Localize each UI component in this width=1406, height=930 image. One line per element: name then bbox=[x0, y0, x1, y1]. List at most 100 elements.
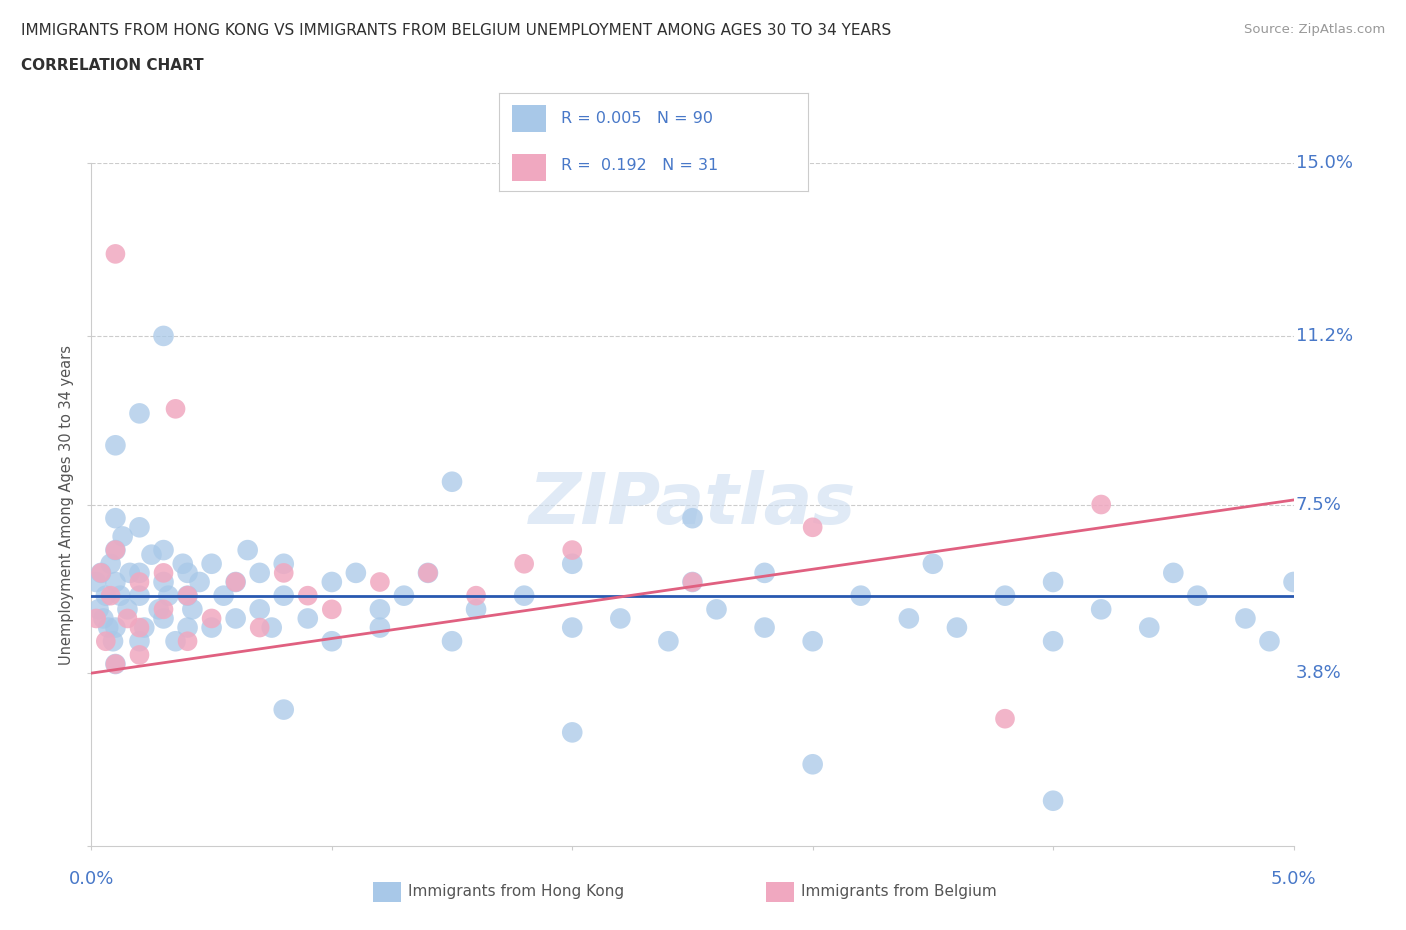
Point bbox=[94, 589, 117, 604]
Point bbox=[273, 589, 295, 604]
Point bbox=[104, 543, 127, 558]
Point bbox=[97, 620, 120, 635]
Point bbox=[134, 620, 156, 635]
Point bbox=[128, 634, 150, 649]
Point bbox=[1042, 634, 1064, 649]
Point bbox=[392, 589, 415, 604]
Text: ZIPatlas: ZIPatlas bbox=[529, 470, 856, 539]
Point bbox=[157, 589, 180, 604]
Point bbox=[561, 556, 583, 571]
Point bbox=[93, 611, 115, 626]
Point bbox=[128, 620, 150, 635]
Point bbox=[440, 634, 463, 649]
Point bbox=[273, 565, 295, 580]
Point bbox=[801, 634, 824, 649]
Point bbox=[416, 565, 439, 580]
Text: 5.0%: 5.0% bbox=[1271, 870, 1316, 888]
Point bbox=[801, 520, 824, 535]
Point bbox=[465, 589, 488, 604]
Point bbox=[225, 611, 247, 626]
Point bbox=[94, 634, 117, 649]
Point bbox=[84, 575, 107, 590]
Text: 11.2%: 11.2% bbox=[1296, 327, 1353, 345]
Point bbox=[201, 611, 224, 626]
Point bbox=[1090, 602, 1112, 617]
Point bbox=[754, 565, 776, 580]
Point bbox=[465, 602, 488, 617]
Point bbox=[922, 556, 945, 571]
Point bbox=[681, 575, 703, 590]
Point bbox=[90, 565, 112, 580]
Point bbox=[104, 511, 127, 525]
Point bbox=[152, 575, 174, 590]
Point bbox=[297, 611, 319, 626]
Point bbox=[368, 575, 391, 590]
Point bbox=[1282, 575, 1305, 590]
Point bbox=[104, 575, 127, 590]
Point bbox=[1187, 589, 1209, 604]
Text: Immigrants from Hong Kong: Immigrants from Hong Kong bbox=[408, 884, 624, 899]
Point bbox=[416, 565, 439, 580]
Point bbox=[100, 556, 122, 571]
Point bbox=[128, 406, 150, 421]
Text: 3.8%: 3.8% bbox=[1296, 664, 1341, 682]
Point bbox=[344, 565, 367, 580]
Point bbox=[104, 657, 127, 671]
Point bbox=[117, 611, 139, 626]
Point bbox=[260, 620, 283, 635]
Point bbox=[176, 620, 198, 635]
Y-axis label: Unemployment Among Ages 30 to 34 years: Unemployment Among Ages 30 to 34 years bbox=[59, 344, 75, 665]
Point bbox=[172, 556, 194, 571]
Point bbox=[201, 556, 224, 571]
Point bbox=[128, 575, 150, 590]
Point bbox=[104, 438, 127, 453]
Point bbox=[152, 543, 174, 558]
Text: CORRELATION CHART: CORRELATION CHART bbox=[21, 58, 204, 73]
Point bbox=[1090, 498, 1112, 512]
Point bbox=[706, 602, 728, 617]
FancyBboxPatch shape bbox=[512, 153, 546, 180]
Point bbox=[609, 611, 631, 626]
Text: IMMIGRANTS FROM HONG KONG VS IMMIGRANTS FROM BELGIUM UNEMPLOYMENT AMONG AGES 30 : IMMIGRANTS FROM HONG KONG VS IMMIGRANTS … bbox=[21, 23, 891, 38]
Point bbox=[225, 575, 247, 590]
Point bbox=[181, 602, 204, 617]
Point bbox=[104, 657, 127, 671]
Point bbox=[249, 565, 271, 580]
Point bbox=[801, 757, 824, 772]
Point bbox=[128, 520, 150, 535]
Point bbox=[657, 634, 679, 649]
Point bbox=[104, 543, 127, 558]
Point bbox=[148, 602, 170, 617]
Point bbox=[100, 589, 122, 604]
Point bbox=[561, 725, 583, 740]
Point bbox=[212, 589, 235, 604]
Point bbox=[225, 575, 247, 590]
Text: 15.0%: 15.0% bbox=[1296, 153, 1353, 172]
Point bbox=[117, 602, 139, 617]
Point bbox=[513, 589, 536, 604]
Text: Immigrants from Belgium: Immigrants from Belgium bbox=[801, 884, 997, 899]
Point bbox=[321, 602, 343, 617]
Point bbox=[152, 602, 174, 617]
Point bbox=[176, 565, 198, 580]
Text: R =  0.192   N = 31: R = 0.192 N = 31 bbox=[561, 158, 718, 173]
Point bbox=[321, 634, 343, 649]
Point bbox=[849, 589, 872, 604]
Text: 7.5%: 7.5% bbox=[1296, 496, 1341, 513]
Point bbox=[128, 647, 150, 662]
Point bbox=[141, 547, 163, 562]
Point bbox=[946, 620, 969, 635]
Point bbox=[128, 589, 150, 604]
Point bbox=[513, 556, 536, 571]
Point bbox=[994, 711, 1017, 726]
Point bbox=[152, 565, 174, 580]
Point bbox=[440, 474, 463, 489]
Point bbox=[90, 565, 112, 580]
Point bbox=[561, 543, 583, 558]
Point bbox=[165, 402, 187, 417]
Text: 0.0%: 0.0% bbox=[69, 870, 114, 888]
Point bbox=[165, 634, 187, 649]
Point bbox=[201, 620, 224, 635]
Point bbox=[110, 589, 132, 604]
Point bbox=[152, 611, 174, 626]
